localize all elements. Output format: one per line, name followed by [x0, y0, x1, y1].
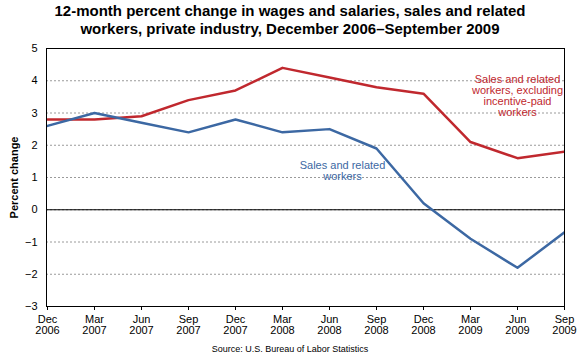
- svg-text:Sep2009: Sep2009: [552, 313, 576, 336]
- svg-text:Mar2007: Mar2007: [82, 313, 106, 336]
- svg-text:Percent change: Percent change: [8, 137, 20, 219]
- svg-text:−1: −1: [25, 236, 38, 248]
- svg-text:Sep2008: Sep2008: [364, 313, 388, 336]
- svg-text:−2: −2: [25, 268, 38, 280]
- svg-text:4: 4: [31, 74, 37, 86]
- svg-text:Sep2007: Sep2007: [176, 313, 200, 336]
- svg-text:Jun2009: Jun2009: [505, 313, 529, 336]
- svg-text:−3: −3: [25, 300, 38, 312]
- svg-text:0: 0: [31, 203, 37, 215]
- svg-text:Sales and relatedworkers: Sales and relatedworkers: [300, 158, 386, 181]
- svg-text:Sales and relatedworkers, excl: Sales and relatedworkers, excludingincen…: [471, 73, 563, 118]
- svg-text:Jun2007: Jun2007: [129, 313, 153, 336]
- html-text:Source: U.S. Bureau of Labor S: Source: U.S. Bureau of Labor Statistics: [211, 344, 369, 354]
- svg-text:5: 5: [31, 42, 37, 54]
- svg-text:1: 1: [31, 171, 37, 183]
- svg-text:Dec2006: Dec2006: [35, 313, 59, 336]
- svg-text:Dec2008: Dec2008: [411, 313, 435, 336]
- svg-text:2: 2: [31, 139, 37, 151]
- svg-text:Dec2007: Dec2007: [223, 313, 247, 336]
- svg-text:Mar2009: Mar2009: [458, 313, 482, 336]
- svg-text:3: 3: [31, 107, 37, 119]
- svg-text:Jun2008: Jun2008: [317, 313, 341, 336]
- html-text:12-month percent change in wag: 12-month percent change in wages and sal…: [54, 2, 526, 37]
- svg-text:Mar2008: Mar2008: [270, 313, 294, 336]
